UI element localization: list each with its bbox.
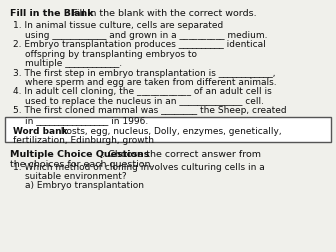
Text: : Choose the correct answer from: : Choose the correct answer from: [102, 150, 261, 159]
Text: Multiple Choice Questions: Multiple Choice Questions: [10, 150, 150, 159]
Text: using ____________ and grown in a __________ medium.: using ____________ and grown in a ______…: [25, 31, 268, 40]
Text: a) Embryo transplantation: a) Embryo transplantation: [25, 181, 144, 190]
Text: the choices for each question.: the choices for each question.: [10, 160, 154, 169]
Text: 1. Which method of cloning involves culturing cells in a: 1. Which method of cloning involves cult…: [13, 163, 265, 172]
Text: where sperm and egg are taken from different animals.: where sperm and egg are taken from diffe…: [25, 78, 277, 87]
Text: in ________________ in 1996.: in ________________ in 1996.: [25, 116, 149, 125]
FancyBboxPatch shape: [5, 117, 331, 142]
Text: multiple ____________.: multiple ____________.: [25, 59, 122, 68]
Text: Word bank: Word bank: [13, 127, 68, 136]
Text: offspring by transplanting embryos to: offspring by transplanting embryos to: [25, 50, 197, 59]
Text: suitable environment?: suitable environment?: [25, 172, 127, 181]
Text: 5. The first cloned mammal was ________ the Sheep, created: 5. The first cloned mammal was ________ …: [13, 106, 287, 115]
Text: 2. Embryo transplantation produces __________ identical: 2. Embryo transplantation produces _____…: [13, 40, 266, 49]
Text: 3. The first step in embryo transplantation is ____________,: 3. The first step in embryo transplantat…: [13, 69, 276, 78]
Text: Fill in the Blank: Fill in the Blank: [10, 9, 94, 18]
Text: : hosts, egg, nucleus, Dolly, enzymes, genetically,: : hosts, egg, nucleus, Dolly, enzymes, g…: [55, 127, 282, 136]
Text: fertilization, Edinburgh, growth: fertilization, Edinburgh, growth: [13, 136, 155, 145]
Text: used to replace the nucleus in an ______________ cell.: used to replace the nucleus in an ______…: [25, 97, 264, 106]
Text: : Fill in the blank with the correct words.: : Fill in the blank with the correct wor…: [66, 9, 256, 18]
Text: 4. In adult cell cloning, the ____________ of an adult cell is: 4. In adult cell cloning, the __________…: [13, 87, 272, 97]
Text: 1. In animal tissue culture, cells are separated: 1. In animal tissue culture, cells are s…: [13, 21, 224, 30]
